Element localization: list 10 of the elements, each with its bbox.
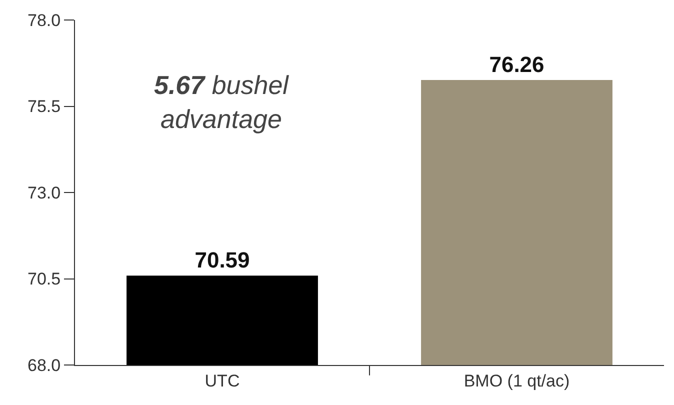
y-tick-label: 78.0 <box>28 10 61 30</box>
x-tick-label: UTC <box>204 371 240 390</box>
data-label: 76.26 <box>489 52 544 78</box>
annotation: 5.67 bushel advantage <box>154 70 290 134</box>
y-tick-label: 70.5 <box>28 270 61 289</box>
y-tick-label: 73.0 <box>28 183 61 202</box>
x-tick-label: BMO (1 qt/ac) <box>464 371 570 390</box>
data-label: 70.59 <box>194 248 250 273</box>
y-tick-label: 68.0 <box>28 356 61 375</box>
y-tick-label: 75.5 <box>28 97 61 116</box>
